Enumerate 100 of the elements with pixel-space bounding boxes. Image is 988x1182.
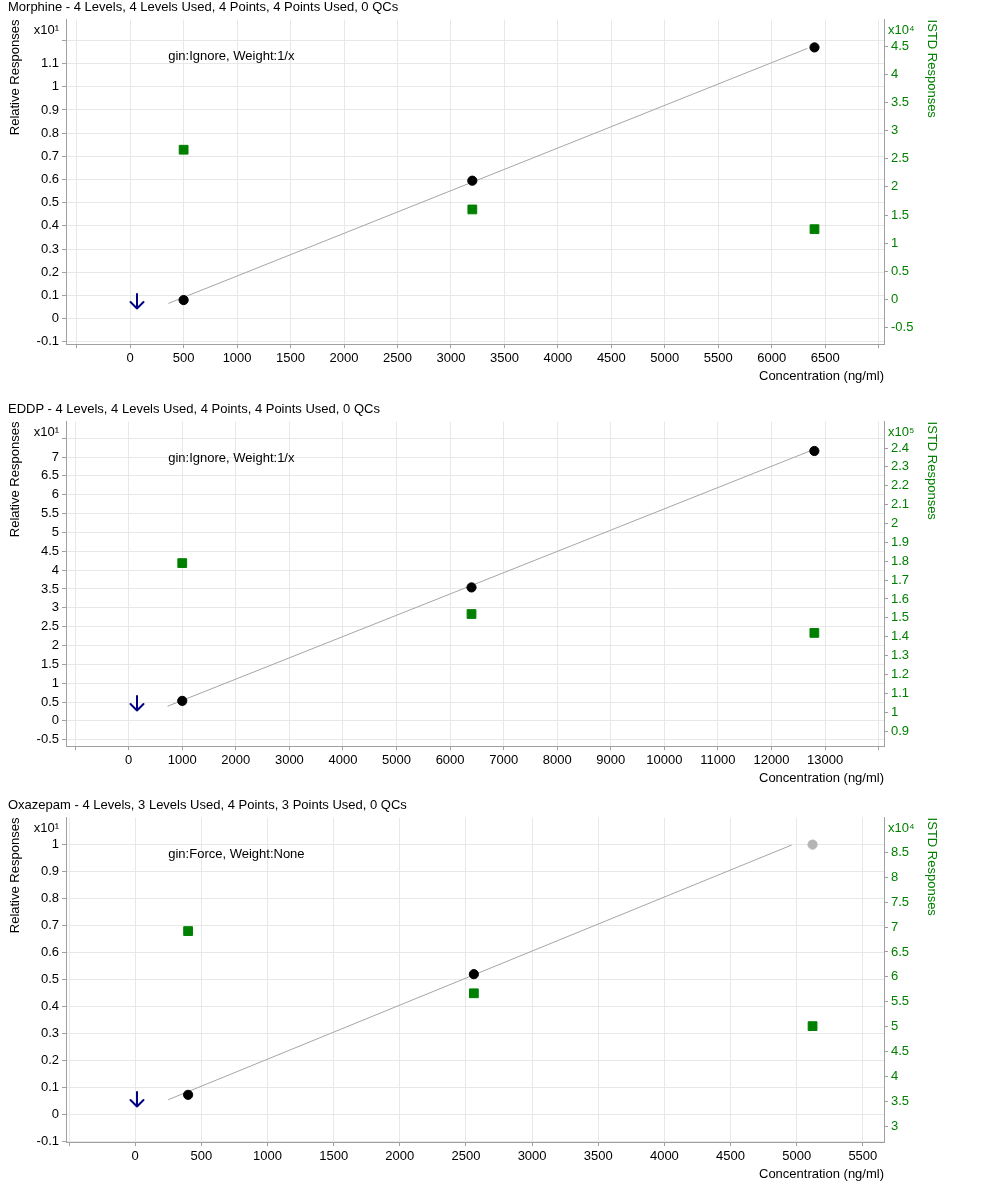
y-tick-label: 0.3 (40, 240, 59, 256)
point (807, 839, 818, 850)
y2-tick-label: 1.3 (891, 647, 910, 663)
x-tick-label: 0 (131, 1148, 139, 1164)
x-axis-title: Concentration (ng/ml) (759, 770, 884, 786)
y-tick-label: 0.7 (40, 147, 59, 163)
chart-title: EDDP - 4 Levels, 4 Levels Used, 4 Points, 4 Points Used, 0 QCs (8, 401, 381, 417)
y-tick-label: 6 (51, 486, 59, 502)
x-tick-label: 6000 (435, 752, 465, 768)
chart-title: Morphine - 4 Levels, 4 Levels Used, 4 Points, 4 Points Used, 0 QCs (8, 0, 399, 15)
x-tick-label: 500 (190, 1148, 213, 1164)
x-tick-label: 500 (172, 350, 195, 366)
y2-tick-label: 3.5 (891, 1092, 910, 1108)
y-tick-label: 0.8 (40, 124, 59, 140)
y2-tick-label: 4.5 (891, 37, 910, 53)
x-tick-label: 4500 (596, 350, 626, 366)
point (177, 558, 188, 568)
y2-tick-label: 7 (891, 918, 899, 934)
y-tick-label: 0.6 (40, 171, 59, 187)
y2-tick-label: 2.1 (891, 496, 910, 512)
y2-tick-label: 0.5 (891, 263, 910, 278)
annotation: gin:Ignore, Weight:1/x (168, 47, 295, 63)
y-tick-label: 6.5 (40, 467, 59, 483)
y2-tick-label: 2.5 (891, 150, 910, 166)
y-tick-label: 4 (51, 561, 59, 577)
y-axis-title: Relative Responses (6, 19, 22, 136)
y-tick-label: 0.3 (40, 1025, 59, 1041)
point (466, 582, 477, 593)
y2-tick-label: 8.5 (891, 844, 910, 860)
y2-tick-label: 6.5 (891, 943, 910, 959)
y-tick-label: 5.5 (40, 505, 59, 521)
y2-tick-label: 2.3 (891, 458, 910, 474)
x-tick-label: 5000 (382, 752, 411, 768)
y2-tick-label: -0.5 (891, 319, 914, 335)
y2-axis-title: ISTD Responses (925, 19, 941, 119)
point (809, 445, 820, 457)
text: x10¹ (33, 22, 60, 38)
y2-tick-label: 1.7 (891, 571, 910, 587)
y-tick-label: 0.9 (40, 101, 59, 117)
y2-tick-label: 4.5 (891, 1043, 910, 1059)
point (809, 224, 820, 235)
x-tick-label: 7000 (489, 752, 519, 768)
y2-tick-label: 1.2 (891, 665, 910, 681)
point (467, 204, 478, 215)
x-axis-title: Concentration (ng/ml) (759, 1166, 884, 1182)
point (807, 1021, 818, 1032)
y2-tick-label: 1.4 (891, 628, 910, 644)
x-tick-label: 2500 (383, 350, 412, 366)
point (183, 1089, 194, 1100)
y2-tick-label: 6 (891, 968, 899, 984)
x-tick-label: 5500 (703, 350, 733, 366)
y2-tick-label: 1.5 (891, 206, 910, 222)
y-tick-label: 0.4 (40, 998, 59, 1014)
x-tick-label: 12000 (753, 752, 790, 768)
y2-tick-label: 5 (891, 1018, 899, 1034)
text: x10⁴ (888, 22, 915, 38)
y-tick-label: 2.5 (40, 618, 59, 634)
x-tick-label: 1000 (167, 752, 197, 768)
x-tick-label: 10000 (646, 752, 683, 768)
y-tick-label: 0.8 (40, 890, 59, 906)
y2-tick-label: 1 (891, 703, 899, 719)
x-tick-label: 6500 (810, 350, 840, 366)
y2-axis-title: ISTD Responses (925, 421, 941, 521)
y2-tick-label: 3.5 (891, 93, 910, 109)
point (183, 926, 193, 936)
x-tick-label: 1000 (253, 1148, 282, 1164)
y-tick-label: 7 (51, 448, 59, 464)
y-axis-title: Relative Responses (6, 817, 22, 934)
y2-tick-label: 1.5 (891, 609, 910, 625)
x-tick-label: 6000 (757, 350, 787, 366)
y-tick-label: 4.5 (40, 542, 59, 558)
y-tick-label: 0.7 (40, 917, 59, 933)
x-tick-label: 2500 (451, 1148, 481, 1164)
y2-axis-title: ISTD Responses (925, 817, 941, 917)
y-tick-label: 3 (51, 599, 59, 615)
point (467, 175, 478, 186)
y2-tick-label: 5.5 (891, 993, 910, 1009)
x-tick-label: 3000 (436, 350, 466, 366)
point (468, 969, 479, 980)
annotation: gin:Force, Weight:None (168, 845, 305, 861)
y2-tick-label: 2 (891, 515, 899, 531)
y2-tick-label: 2.4 (891, 439, 910, 455)
y2-tick-label: 0.9 (891, 722, 910, 738)
point (809, 42, 820, 53)
y-tick-label: -0.1 (36, 333, 59, 349)
y-tick-label: -0.1 (36, 1133, 59, 1149)
y2-tick-label: 4 (891, 1067, 899, 1083)
y-tick-label: 3.5 (40, 580, 59, 596)
y-tick-label: 0.4 (40, 217, 59, 233)
text: x10¹ (33, 424, 60, 440)
y2-tick-label: 7.5 (891, 893, 910, 909)
point (466, 609, 477, 619)
y2-tick-label: 1.6 (891, 590, 910, 606)
y2-tick-label: 1.8 (891, 552, 910, 568)
x-tick-label: 9000 (596, 752, 626, 768)
y-tick-label: 0 (51, 310, 59, 326)
point (468, 988, 479, 999)
x-tick-label: 0 (125, 752, 133, 768)
y-tick-label: 2 (51, 637, 59, 653)
x-tick-label: 3000 (517, 1148, 547, 1164)
